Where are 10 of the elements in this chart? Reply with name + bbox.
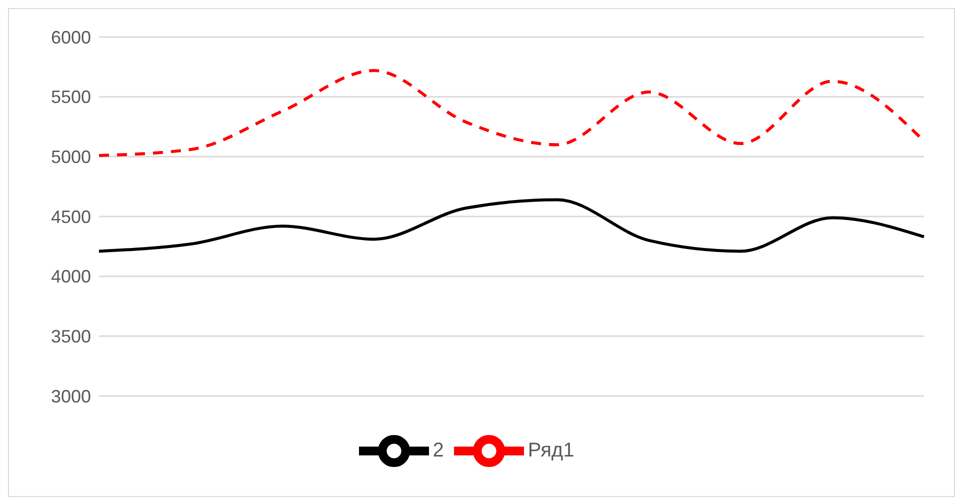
y-tick-label: 3500 bbox=[50, 326, 91, 347]
line-series bbox=[98, 198, 926, 253]
y-tick-label: 5000 bbox=[50, 147, 91, 168]
legend-label: 2 bbox=[432, 439, 444, 462]
y-tick-label: 6000 bbox=[50, 27, 91, 48]
legend-label: Ряд1 bbox=[528, 439, 574, 462]
y-tick-label: 4500 bbox=[50, 206, 91, 227]
y-tick-label: 4000 bbox=[50, 266, 91, 287]
y-tick-label: 5500 bbox=[50, 87, 91, 108]
y-tick-label: 3000 bbox=[50, 386, 91, 406]
